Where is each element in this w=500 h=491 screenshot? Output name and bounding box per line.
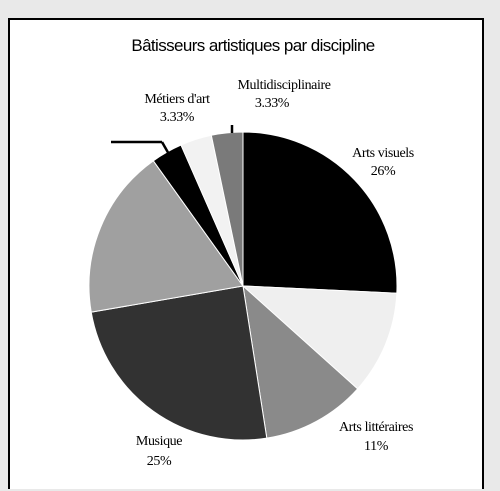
value-musique: 25% xyxy=(147,454,172,469)
label-metiers-art: Métiers d'art xyxy=(144,92,210,107)
pie-slice-5 xyxy=(88,160,244,313)
label-musique: Musique xyxy=(136,434,182,449)
leader-line-left-tick xyxy=(160,141,172,157)
label-multidisciplinaire: Multidisciplinaire xyxy=(237,78,330,93)
chart-title: Bâtisseurs artistiques par discipline xyxy=(131,36,374,55)
value-multidisciplinaire: 3.33% xyxy=(255,96,290,111)
pie-slice-8 xyxy=(210,131,244,287)
value-metiers-art: 3.33% xyxy=(160,110,195,125)
pie-slices xyxy=(88,131,398,441)
label-arts-visuels: Arts visuels xyxy=(352,146,414,161)
pie-slice-2 xyxy=(241,285,398,390)
pie-slice-4 xyxy=(90,285,268,441)
pie-slice-1 xyxy=(242,131,398,294)
pie-slice-3 xyxy=(242,284,359,439)
value-arts-litteraires: 11% xyxy=(364,439,389,454)
label-arts-litteraires: Arts littéraires xyxy=(339,420,413,435)
value-arts-visuels: 26% xyxy=(371,164,396,179)
pie-chart: Bâtisseurs artistiques par discipline Ar… xyxy=(88,36,414,469)
chart-frame: Bâtisseurs artistiques par discipline Ar… xyxy=(8,18,484,489)
